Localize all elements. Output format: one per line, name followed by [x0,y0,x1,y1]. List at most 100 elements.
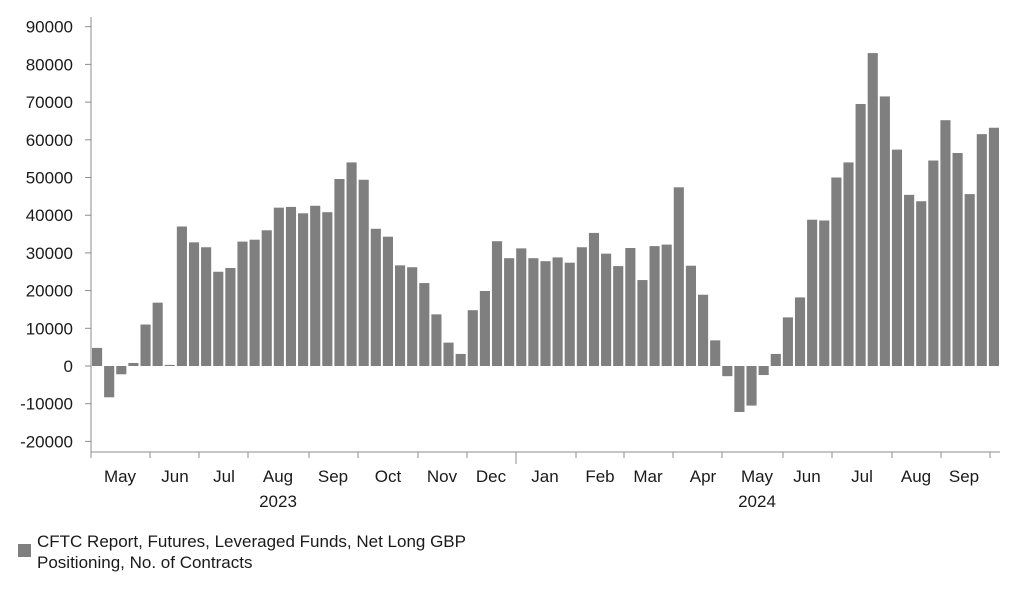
bar [685,265,696,366]
bar [746,366,757,406]
y-tick-label: 60000 [26,131,73,150]
x-month-label: May [104,467,137,486]
x-month-label: Oct [375,467,402,486]
y-axis: 90000 80000 70000 60000 50000 40000 30000 20000… [20,17,92,452]
bar [152,302,163,366]
bar [540,261,551,366]
x-month-label: Aug [263,467,293,486]
y-tick-label: 50000 [26,169,73,188]
bar [310,205,321,366]
bar [807,219,818,366]
bar [988,127,999,367]
x-month-label: Apr [690,467,717,486]
bar [564,262,575,366]
x-month-label: Dec [476,467,507,486]
bar [649,246,660,366]
x-month-label: Feb [585,467,614,486]
bar [128,362,139,366]
bar-chart: 90000 80000 70000 60000 50000 40000 30000 20000… [20,17,1000,511]
bar [237,241,248,366]
x-month-label: Mar [633,467,663,486]
bar [758,366,769,376]
bar [698,294,709,366]
y-tick-label: 20000 [26,282,73,301]
bar [964,194,975,366]
bar [346,162,357,366]
bar [976,134,987,366]
x-month-label: Jan [531,467,558,486]
x-month-label: Sep [949,467,979,486]
x-month-label: Sep [318,467,348,486]
bar [201,247,212,366]
y-tick-label: 70000 [26,93,73,112]
bar-series [92,53,999,412]
bar [176,226,187,366]
bar [940,120,951,366]
bar [504,258,515,366]
x-month-label: Aug [901,467,931,486]
bar [358,179,369,366]
bar [843,162,854,366]
y-tick-label: 10000 [26,319,73,338]
bar [285,206,297,366]
bar [576,247,587,366]
y-tick-label: 40000 [26,206,73,225]
y-tick-label: 0 [64,357,73,376]
bar [116,366,127,375]
bar [443,342,454,366]
x-month-label: Jul [851,467,873,486]
bar [104,366,115,398]
bar [188,242,200,366]
bar [334,179,345,366]
bar [601,253,612,366]
bar [928,160,939,366]
y-tick-label: -20000 [20,432,73,451]
bar [722,366,733,377]
bar [516,248,527,366]
bar [734,366,745,412]
bar [794,297,806,366]
legend: CFTC Report, Futures, Leveraged Funds, N… [18,531,537,573]
bar [710,340,721,366]
bar [261,230,272,366]
bar [673,187,684,366]
bar [588,232,600,366]
bar [407,267,418,366]
bar [782,317,793,366]
y-tick-label: 90000 [26,18,73,37]
bar [370,228,381,366]
bar [249,239,260,366]
y-tick-label: -10000 [20,395,73,414]
bar [395,265,406,366]
y-tick-label: 80000 [26,55,73,74]
bar [867,53,878,367]
x-axis: May Jun Jul Aug Sep Oct Nov Dec Jan Feb Mar Apr May J… [90,451,1000,511]
bar [382,236,393,366]
legend-swatch [18,544,31,557]
bar [491,241,503,366]
x-month-label: Jun [161,467,188,486]
bar [891,149,903,366]
bar [552,257,563,366]
bar [419,283,430,366]
bar [467,310,478,366]
x-year-label: 2023 [259,492,297,511]
x-year-label: 2024 [738,492,776,511]
bar [819,220,830,366]
bar [479,290,490,366]
bar [431,314,442,366]
y-tick-label: 30000 [26,244,73,263]
x-month-label: May [741,467,774,486]
bar [770,353,781,366]
bar [322,212,333,366]
bar [661,244,672,366]
bar [273,207,284,366]
x-month-label: Jun [793,467,820,486]
bar [528,258,539,366]
bar [831,177,842,366]
bar [613,266,624,366]
bar [952,152,963,366]
bar [455,353,466,366]
bar [92,347,103,366]
bar [637,280,648,366]
